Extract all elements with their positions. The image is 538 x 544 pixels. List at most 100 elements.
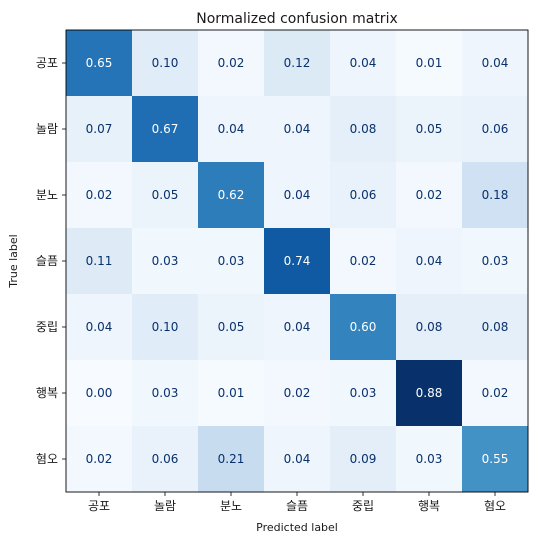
heatmap-cell-5-2: [198, 360, 265, 427]
cell-value-label-0-1: 0.10: [152, 56, 179, 70]
cell-value-label-2-1: 0.05: [152, 188, 179, 202]
cell-value-label-6-0: 0.02: [86, 452, 113, 466]
cell-value-label-2-4: 0.06: [350, 188, 377, 202]
cell-value-label-5-0: 0.00: [86, 386, 113, 400]
heatmap-cell-2-1: [132, 162, 199, 229]
cell-value-label-0-5: 0.01: [416, 56, 443, 70]
heatmap-cells: [66, 30, 529, 493]
y-tick-label-6: 혐오: [36, 452, 58, 466]
heatmap-cell-0-4: [330, 30, 397, 97]
x-tick-label-2: 분노: [220, 499, 242, 513]
cell-value-label-4-1: 0.10: [152, 320, 179, 334]
x-tick-label-6: 혐오: [484, 499, 506, 513]
cell-value-label-0-2: 0.02: [218, 56, 245, 70]
y-axis-label: True label: [7, 234, 20, 288]
heatmap-cell-4-6: [462, 294, 529, 361]
cell-value-label-3-5: 0.04: [416, 254, 443, 268]
heatmap-cell-6-0: [66, 426, 133, 493]
cell-value-label-5-6: 0.02: [482, 386, 509, 400]
heatmap-cell-1-4: [330, 96, 397, 163]
heatmap-cell-0-2: [198, 30, 265, 97]
x-tick-label-4: 중립: [352, 499, 374, 513]
cell-value-labels: 0.65 0.10 0.02 0.12 0.04 0.01 0.04 0.07 0.67 0.04…: [86, 56, 509, 466]
cell-value-label-2-5: 0.02: [416, 188, 443, 202]
y-tick-label-0: 공포: [36, 56, 58, 70]
heatmap-cell-2-0: [66, 162, 133, 229]
cell-value-label-5-5: 0.88: [416, 386, 443, 400]
cell-value-label-4-4: 0.60: [350, 320, 377, 334]
cell-value-label-0-3: 0.12: [284, 56, 311, 70]
cell-value-label-0-6: 0.04: [482, 56, 509, 70]
cell-value-label-0-4: 0.04: [350, 56, 377, 70]
cell-value-label-2-0: 0.02: [86, 188, 113, 202]
heatmap-cell-5-5: [396, 360, 463, 427]
y-tick-label-2: 분노: [36, 188, 58, 202]
cell-value-label-5-4: 0.03: [350, 386, 377, 400]
heatmap-cell-0-3: [264, 30, 331, 97]
heatmap-cell-1-3: [264, 96, 331, 163]
cell-value-label-5-2: 0.01: [218, 386, 245, 400]
heatmap-cell-1-2: [198, 96, 265, 163]
y-tick-label-5: 행복: [36, 385, 58, 400]
cell-value-label-1-2: 0.04: [218, 122, 245, 136]
heatmap-cell-2-3: [264, 162, 331, 229]
heatmap-cell-1-1: [132, 96, 199, 163]
heatmap-cell-6-3: [264, 426, 331, 493]
cell-value-label-6-3: 0.04: [284, 452, 311, 466]
heatmap-cell-4-1: [132, 294, 199, 361]
cell-value-label-2-2: 0.62: [218, 188, 245, 202]
x-axis-label: Predicted label: [256, 521, 338, 534]
cell-value-label-1-0: 0.07: [86, 122, 113, 136]
cell-value-label-1-6: 0.06: [482, 122, 509, 136]
heatmap-cell-3-4: [330, 228, 397, 295]
cell-value-label-5-3: 0.02: [284, 386, 311, 400]
cell-value-label-3-2: 0.03: [218, 254, 245, 268]
heatmap-cell-0-6: [462, 30, 529, 97]
x-tick-label-0: 공포: [88, 499, 110, 513]
heatmap-cell-6-6: [462, 426, 529, 493]
y-tick-label-3: 슬픔: [36, 254, 58, 268]
x-tick-label-3: 슬픔: [286, 499, 308, 513]
heatmap-cell-3-0: [66, 228, 133, 295]
heatmap-cell-5-4: [330, 360, 397, 427]
cell-value-label-6-2: 0.21: [218, 452, 245, 466]
heatmap-cell-4-2: [198, 294, 265, 361]
heatmap-cell-3-6: [462, 228, 529, 295]
heatmap-cell-4-4: [330, 294, 397, 361]
heatmap-cell-6-5: [396, 426, 463, 493]
heatmap-cell-2-5: [396, 162, 463, 229]
cell-value-label-2-3: 0.04: [284, 188, 311, 202]
heatmap-cell-5-1: [132, 360, 199, 427]
heatmap-cell-3-5: [396, 228, 463, 295]
cell-value-label-4-0: 0.04: [86, 320, 113, 334]
x-tick-label-1: 놀람: [154, 499, 176, 513]
heatmap-cell-3-1: [132, 228, 199, 295]
heatmap-cell-0-5: [396, 30, 463, 97]
heatmap-cell-4-3: [264, 294, 331, 361]
heatmap-cell-4-5: [396, 294, 463, 361]
heatmap-cell-4-0: [66, 294, 133, 361]
cell-value-label-4-6: 0.08: [482, 320, 509, 334]
cell-value-label-3-1: 0.03: [152, 254, 179, 268]
heatmap-cell-6-2: [198, 426, 265, 493]
x-axis-ticks: 공포 놀람 분노 슬픔 중립 행복 혐오: [88, 492, 506, 513]
cell-value-label-4-2: 0.05: [218, 320, 245, 334]
cell-value-label-3-6: 0.03: [482, 254, 509, 268]
cell-value-label-1-5: 0.05: [416, 122, 443, 136]
cell-value-label-1-1: 0.67: [152, 122, 179, 136]
chart-title: Normalized confusion matrix: [196, 11, 398, 27]
heatmap-cell-5-0: [66, 360, 133, 427]
cell-value-label-6-1: 0.06: [152, 452, 179, 466]
cell-value-label-4-3: 0.04: [284, 320, 311, 334]
cell-value-label-1-3: 0.04: [284, 122, 311, 136]
cell-value-label-6-5: 0.03: [416, 452, 443, 466]
cell-value-label-6-6: 0.55: [482, 452, 509, 466]
cell-value-label-6-4: 0.09: [350, 452, 377, 466]
heatmap-cell-1-0: [66, 96, 133, 163]
cell-value-label-2-6: 0.18: [482, 188, 509, 202]
heatmap-cell-6-1: [132, 426, 199, 493]
cell-value-label-4-5: 0.08: [416, 320, 443, 334]
cell-value-label-5-1: 0.03: [152, 386, 179, 400]
